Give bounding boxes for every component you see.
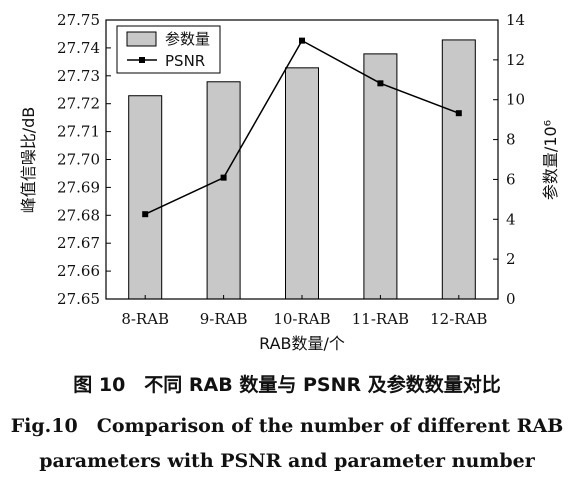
psnr-series: [142, 37, 462, 218]
x-axis: 8-RAB 9-RAB 10-RAB 11-RAB 12-RAB: [121, 295, 487, 328]
bar-9-RAB: [206, 81, 241, 300]
x-tick-label: 10-RAB: [273, 310, 330, 328]
left-tick-label: 27.70: [57, 151, 100, 169]
legend-bar-swatch: [126, 31, 157, 47]
x-axis-label: RAB数量/个: [259, 334, 345, 353]
right-tick-label: 2: [506, 250, 516, 268]
x-tick-label: 8-RAB: [121, 310, 169, 328]
y-axis-right-label: 参数量/10⁶: [541, 120, 560, 200]
psnr-point-11-RAB: [377, 80, 384, 87]
x-tick-label: 9-RAB: [200, 310, 248, 328]
legend-line-marker: [139, 57, 145, 63]
y-axis-left-label: 峰值信噪比/dB: [19, 107, 38, 214]
left-tick-label: 27.72: [57, 95, 100, 113]
left-tick-label: 27.74: [57, 39, 100, 57]
left-tick-label: 27.67: [57, 234, 100, 252]
left-tick-label: 27.65: [57, 290, 100, 308]
right-tick-label: 6: [506, 170, 516, 188]
figure-caption-cn: 图 10 不同 RAB 数量与 PSNR 及参数数量对比: [73, 374, 501, 396]
figure-caption-en-line1: Fig.10 Comparison of the number of diffe…: [10, 415, 564, 437]
bar-8-RAB: [128, 95, 163, 300]
left-y-axis: 27.65 27.66 27.67 27.68 27.69 27.70 27.71 27.72…: [57, 11, 111, 308]
legend-line-label: PSNR: [165, 52, 205, 70]
left-tick-label: 27.71: [57, 123, 100, 141]
psnr-point-12-RAB: [455, 110, 462, 117]
right-tick-label: 12: [506, 51, 525, 69]
bar-series: [128, 39, 476, 300]
left-tick-label: 27.73: [57, 67, 100, 85]
right-tick-label: 8: [506, 131, 516, 149]
x-tick-label: 12-RAB: [430, 310, 487, 328]
legend: 参数量 PSNR: [116, 25, 221, 74]
left-tick-label: 27.68: [57, 206, 100, 224]
psnr-point-9-RAB: [220, 174, 227, 181]
figure-caption-en-line2: parameters with PSNR and parameter numbe…: [39, 450, 535, 472]
right-tick-label: 4: [506, 210, 516, 228]
bar-12-RAB: [441, 39, 476, 300]
legend-bar-label: 参数量: [165, 30, 210, 48]
psnr-point-10-RAB: [299, 37, 305, 44]
chart: 27.65 27.66 27.67 27.68 27.69 27.70 27.71 27.72…: [19, 11, 560, 353]
right-tick-label: 0: [506, 290, 516, 308]
bar-10-RAB: [285, 67, 319, 300]
right-tick-label: 14: [506, 11, 525, 29]
right-y-axis: 0 2 4 6 8 10 12 14: [493, 11, 525, 308]
left-tick-label: 27.75: [57, 11, 100, 29]
left-tick-label: 27.66: [57, 262, 100, 280]
right-tick-label: 10: [506, 91, 525, 109]
x-tick-label: 11-RAB: [352, 310, 409, 328]
bar-11-RAB: [363, 53, 398, 300]
left-tick-label: 27.69: [57, 178, 100, 196]
psnr-point-8-RAB: [142, 211, 149, 218]
